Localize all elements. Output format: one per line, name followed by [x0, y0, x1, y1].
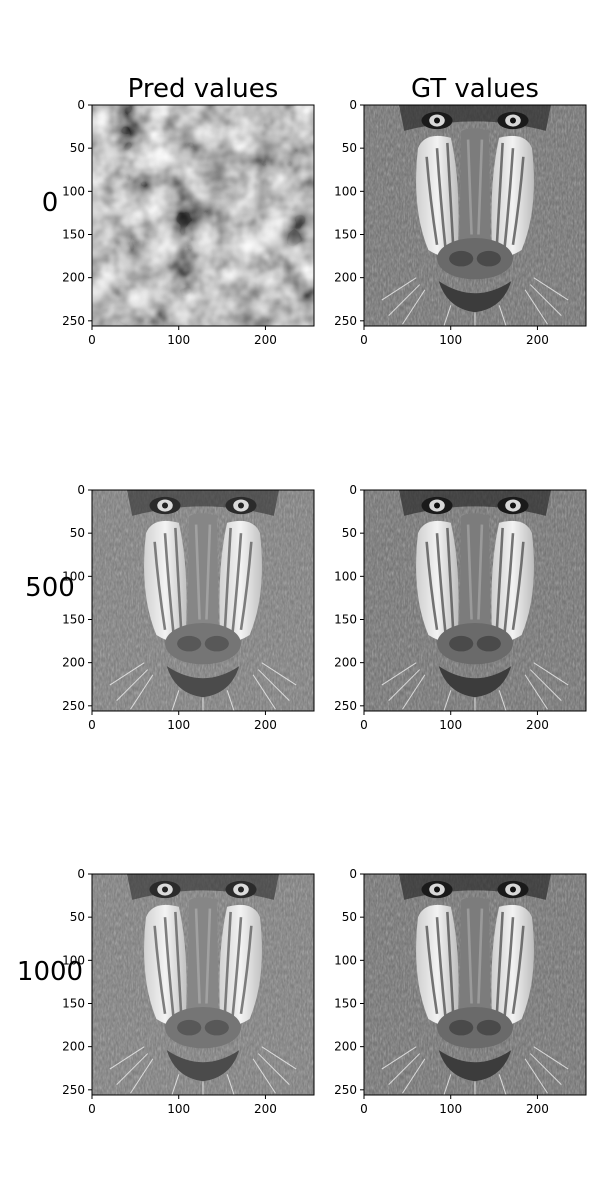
image-panel: 0 100 200 0 50 100 150 200 250: [62, 483, 315, 732]
x-tick-label: 200: [254, 718, 277, 732]
column-title: GT values: [411, 74, 539, 104]
x-tick-label: 0: [88, 718, 96, 732]
baboon-image: [365, 874, 586, 1095]
y-tick-label: 200: [334, 656, 357, 670]
x-tick-label: 200: [526, 718, 549, 732]
y-tick-label: 150: [334, 227, 357, 241]
x-tick-label: 0: [360, 333, 368, 347]
axes-frame: [363, 104, 587, 327]
y-tick-label: 100: [62, 953, 85, 967]
y-tick-label: 200: [62, 271, 85, 285]
y-tick-label: 200: [334, 271, 357, 285]
y-tick-label: 50: [342, 910, 357, 924]
y-tick-label: 50: [70, 910, 85, 924]
y-tick-label: 100: [334, 953, 357, 967]
pred-tint: [92, 874, 314, 1095]
y-tick-label: 250: [334, 699, 357, 713]
x-tick-label: 100: [167, 718, 190, 732]
x-tick-label: 100: [167, 333, 190, 347]
y-tick-label: 100: [334, 184, 357, 198]
axes-frame: [363, 873, 587, 1096]
axes-frame: [91, 104, 315, 327]
x-tick-label: 0: [88, 1102, 96, 1116]
pred-tint: [92, 490, 314, 711]
image-panel: 0 100 200 0 50 100 150 200 250: [334, 867, 587, 1116]
y-tick-label: 150: [62, 996, 85, 1010]
y-tick-label: 100: [62, 184, 85, 198]
y-tick-label: 250: [62, 314, 85, 328]
axes-frame: [91, 873, 315, 1096]
y-tick-label: 100: [334, 569, 357, 583]
y-tick-label: 150: [62, 612, 85, 626]
x-tick-label: 0: [88, 333, 96, 347]
y-tick-label: 250: [62, 1083, 85, 1097]
row-label: 1000: [17, 957, 83, 987]
x-tick-label: 200: [254, 1102, 277, 1116]
y-tick-label: 0: [77, 98, 85, 112]
y-tick-label: 0: [77, 867, 85, 881]
y-tick-label: 200: [62, 1040, 85, 1054]
row-label: 0: [42, 188, 59, 218]
row-label: 500: [25, 573, 75, 603]
image-panel: 0 100 200 0 50 100 150 200 250: [334, 483, 587, 732]
axes-frame: [363, 489, 587, 712]
x-tick-label: 200: [526, 1102, 549, 1116]
x-tick-label: 0: [360, 1102, 368, 1116]
y-tick-label: 0: [349, 98, 357, 112]
y-tick-label: 250: [334, 1083, 357, 1097]
y-tick-label: 50: [342, 526, 357, 540]
baboon-image: [365, 105, 586, 326]
x-tick-label: 200: [254, 333, 277, 347]
x-tick-label: 100: [167, 1102, 190, 1116]
image-panel: 0 100 200 0 50 100 150 200 250: [62, 867, 315, 1116]
y-tick-label: 150: [334, 996, 357, 1010]
x-tick-label: 100: [439, 1102, 462, 1116]
column-title: Pred values: [128, 74, 279, 104]
image-panel: 0 100 200 0 50 100 150 200 250: [334, 98, 587, 347]
x-tick-label: 0: [360, 718, 368, 732]
y-tick-label: 150: [62, 227, 85, 241]
y-tick-label: 200: [62, 656, 85, 670]
y-tick-label: 50: [70, 526, 85, 540]
x-tick-label: 100: [439, 718, 462, 732]
y-tick-label: 150: [334, 612, 357, 626]
y-tick-label: 200: [334, 1040, 357, 1054]
y-tick-label: 0: [349, 483, 357, 497]
baboon-image: [365, 490, 586, 711]
y-tick-label: 100: [62, 569, 85, 583]
noise-image: [92, 105, 314, 326]
y-tick-label: 250: [62, 699, 85, 713]
y-tick-label: 50: [342, 141, 357, 155]
axes-frame: [91, 489, 315, 712]
image-panel: 0 100 200 0 50 100 150 200 250: [62, 98, 315, 347]
y-tick-label: 50: [70, 141, 85, 155]
x-tick-label: 200: [526, 333, 549, 347]
y-tick-label: 0: [77, 483, 85, 497]
y-tick-label: 250: [334, 314, 357, 328]
y-tick-label: 0: [349, 867, 357, 881]
x-tick-label: 100: [439, 333, 462, 347]
